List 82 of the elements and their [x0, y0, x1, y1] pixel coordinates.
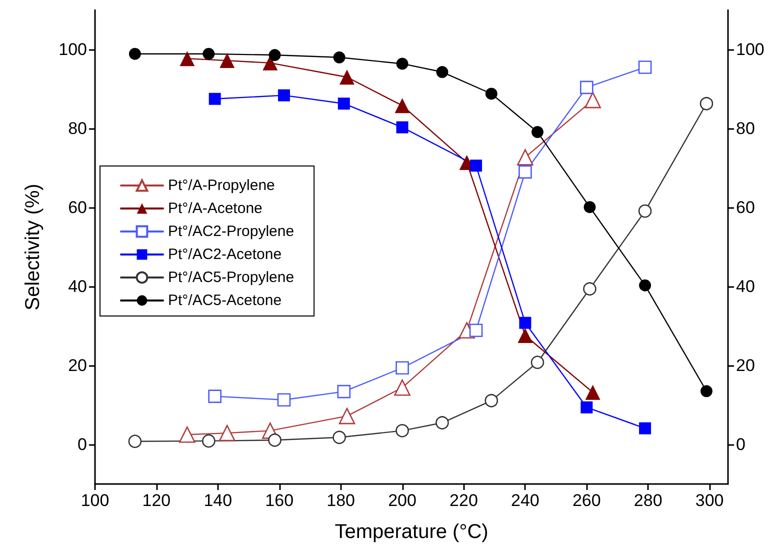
x-tick-label: 300: [695, 491, 724, 510]
point: [337, 384, 351, 398]
point: [700, 385, 712, 398]
y2-tick-label: 0: [736, 435, 746, 454]
y-axis-title: Selectivity (%): [22, 184, 44, 310]
point: [262, 55, 278, 70]
y-tick-label: 20: [68, 356, 87, 375]
point: [208, 390, 222, 403]
point: [268, 434, 282, 447]
point: [700, 96, 714, 110]
point: [332, 430, 346, 444]
point: [639, 422, 652, 434]
x-tick-label: 240: [511, 491, 540, 510]
point: [436, 416, 449, 430]
point: [202, 434, 216, 448]
y2-tick-label: 40: [736, 277, 755, 296]
y2-tick-label: 60: [736, 198, 755, 217]
y2-tick-label: 80: [736, 119, 755, 138]
point: [532, 126, 544, 138]
point: [396, 121, 408, 134]
x-tick-label: 260: [572, 491, 601, 510]
point: [639, 279, 652, 292]
legend-label: Pt°/AC5-Propylene: [168, 269, 294, 286]
y2-tick-label: 20: [736, 356, 755, 375]
point: [220, 53, 235, 68]
legend-label: Pt°/AC2-Propylene: [168, 223, 294, 240]
y-tick-label: 80: [68, 119, 87, 138]
point: [638, 204, 652, 218]
y2-tick-label: 100: [736, 40, 764, 59]
point: [394, 379, 410, 396]
x-axis-title: Temperature (°C): [334, 521, 488, 543]
point: [208, 92, 221, 105]
x-tick-label: 180: [326, 491, 356, 510]
point: [518, 165, 532, 179]
point: [517, 149, 534, 166]
y-tick-label: 60: [68, 198, 87, 217]
x-tick-label: 140: [204, 491, 232, 510]
y-tick-label: 100: [58, 40, 87, 59]
legend-label: Pt°/A-Acetone: [168, 200, 262, 217]
point: [436, 66, 448, 78]
point: [484, 394, 498, 408]
point: [180, 51, 195, 66]
x-tick-label: 280: [634, 491, 662, 510]
point: [518, 328, 533, 343]
point: [530, 356, 544, 369]
point: [278, 89, 290, 102]
point: [128, 48, 141, 60]
point: [580, 80, 594, 94]
x-tick-label: 100: [80, 491, 110, 510]
legend-label: Pt°/AC5-Acetone: [168, 292, 282, 309]
point: [585, 384, 600, 400]
point: [338, 98, 350, 110]
y-tick-label: 40: [68, 277, 87, 296]
point: [333, 51, 346, 64]
point: [584, 92, 601, 108]
point: [277, 393, 291, 407]
x-tick-label: 220: [450, 491, 478, 510]
y-tick-label: 0: [78, 435, 87, 454]
point: [396, 58, 408, 70]
point: [202, 48, 215, 60]
point: [396, 424, 409, 438]
point: [394, 98, 410, 114]
point: [470, 160, 482, 172]
point: [268, 49, 281, 62]
point: [485, 88, 498, 100]
legend-label: Pt°/AC2-Acetone: [168, 246, 282, 263]
point: [584, 201, 596, 214]
point: [128, 434, 142, 448]
point: [179, 426, 196, 443]
point: [339, 70, 354, 85]
point: [519, 316, 532, 329]
point: [583, 282, 596, 296]
point: [638, 60, 652, 74]
point: [218, 424, 236, 442]
x-tick-label: 160: [265, 491, 294, 510]
point: [338, 408, 356, 424]
point: [469, 324, 483, 337]
point: [580, 401, 593, 414]
x-tick-label: 120: [142, 491, 171, 510]
point: [396, 361, 409, 375]
x-tick-label: 200: [388, 491, 416, 510]
legend-label: Pt°/A-Propylene: [168, 177, 275, 194]
